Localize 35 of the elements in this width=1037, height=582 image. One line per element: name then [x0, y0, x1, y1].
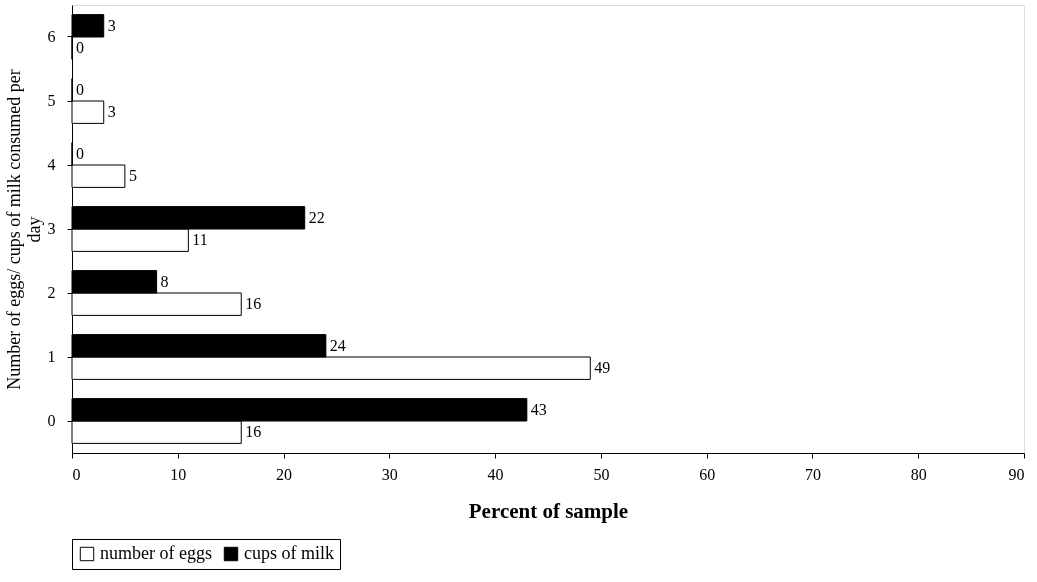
y-tick-label: 0 [47, 412, 56, 429]
data-label: 0 [76, 144, 84, 162]
x-tick-label: 30 [381, 465, 398, 483]
data-label: 49 [594, 359, 611, 377]
x-tick-label: 90 [1008, 465, 1025, 483]
x-tick-label: 20 [276, 465, 293, 483]
x-tick-label: 10 [170, 465, 187, 483]
x-axis-title: Percent of sample [468, 498, 629, 523]
x-tick-label: 80 [910, 465, 927, 483]
x-tick-label: 50 [593, 465, 610, 483]
data-label: 5 [128, 167, 137, 185]
y-tick-label: 5 [47, 92, 56, 109]
data-label: 24 [329, 336, 346, 354]
y-tick-label: 3 [47, 220, 56, 237]
legend-label: cups of milk [244, 543, 334, 563]
x-tick-label: 60 [699, 465, 716, 483]
data-label: 11 [192, 231, 208, 249]
x-tick-label: 70 [804, 465, 821, 483]
y-tick-label: 6 [47, 28, 56, 45]
legend-label: number of eggs [100, 543, 212, 563]
x-tick-label: 40 [487, 465, 504, 483]
y-axis-title: Number of eggs/ cups of milk consumed per day [3, 69, 44, 390]
data-label: 43 [530, 400, 547, 418]
y-tick-label: 1 [47, 348, 56, 365]
data-label: 16 [245, 423, 262, 441]
data-label: 16 [245, 295, 262, 313]
x-tick-label: 0 [72, 465, 81, 483]
y-tick-label: 2 [47, 284, 56, 301]
data-label: 0 [76, 39, 84, 57]
data-label: 22 [308, 208, 325, 226]
data-label: 0 [76, 80, 84, 98]
data-label: 3 [107, 103, 116, 121]
y-tick-label: 4 [47, 156, 56, 173]
data-label: 8 [160, 272, 169, 290]
data-label: 3 [107, 16, 116, 34]
